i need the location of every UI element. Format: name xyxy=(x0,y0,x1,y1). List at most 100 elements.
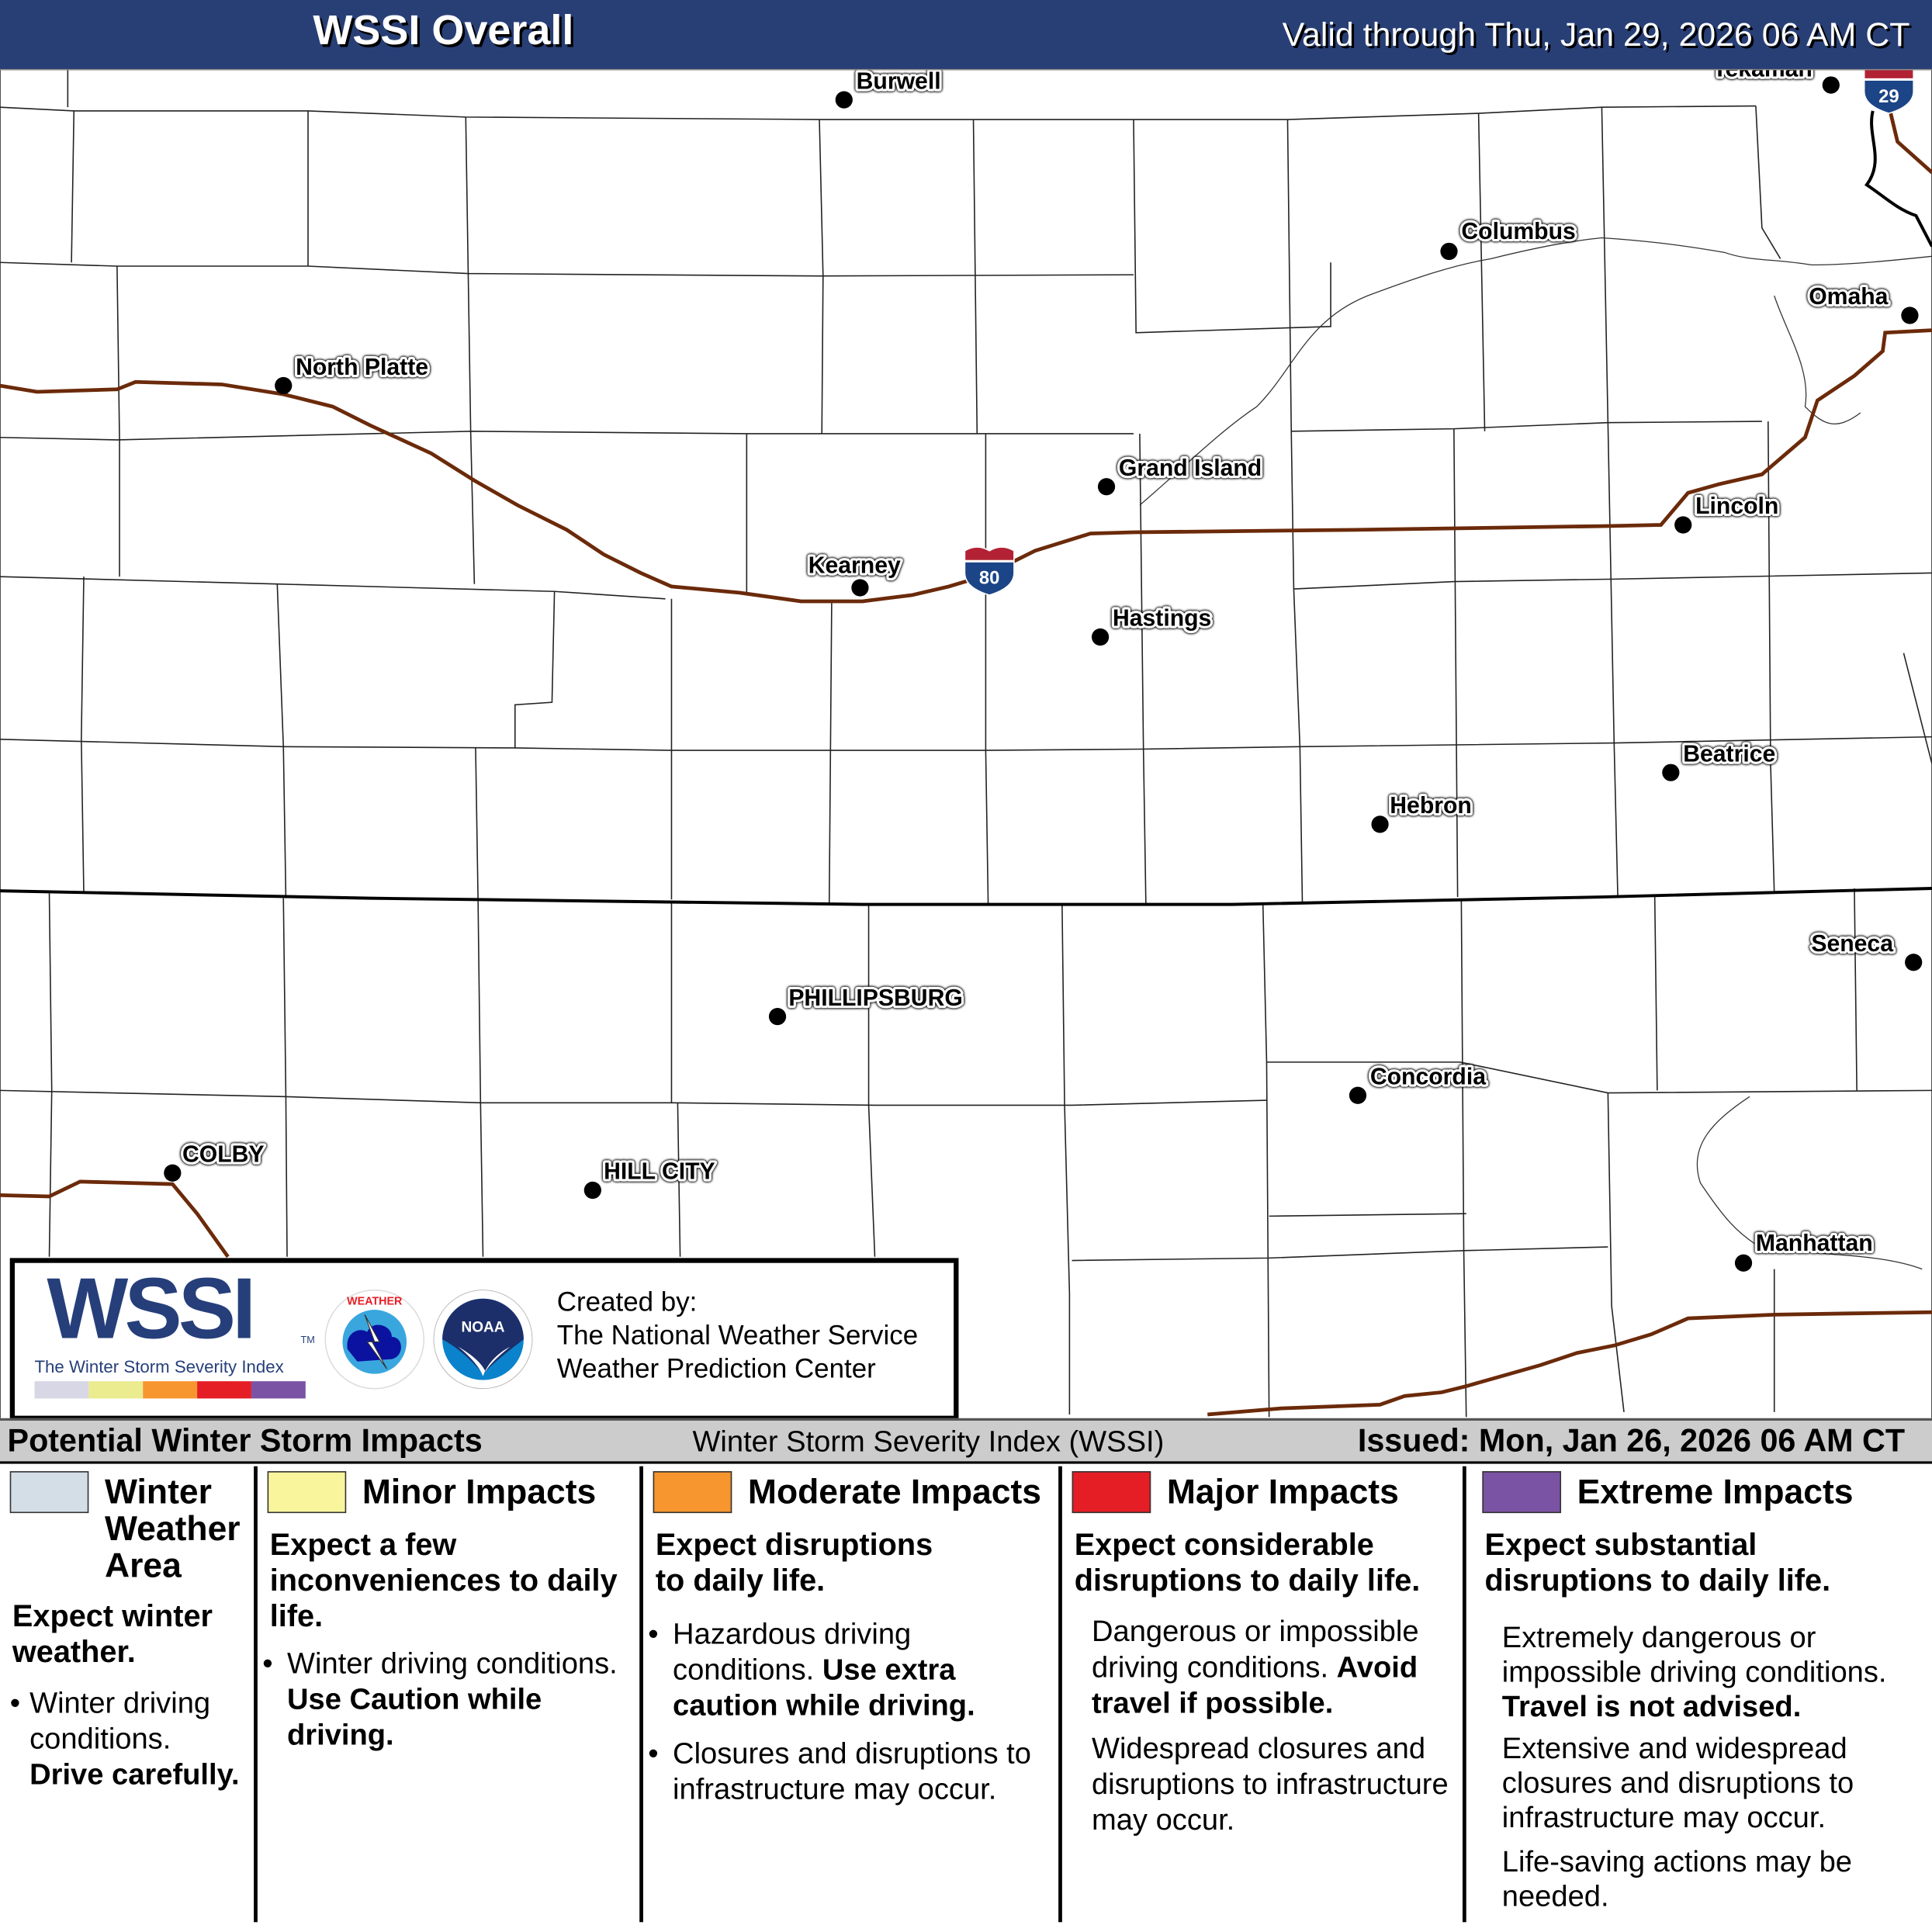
interstate-29-shield-icon: 29 xyxy=(1863,70,1914,114)
city-dot-icon xyxy=(835,91,853,109)
county-line xyxy=(1269,1213,1466,1217)
map: 80 29 Burwell Tekamah Columbus Omaha North Pl… xyxy=(0,70,1932,1420)
category-title: Winter Weather Area xyxy=(104,1472,241,1585)
column-divider xyxy=(639,1466,643,1923)
bullet-text: Hazardous driving conditions. xyxy=(673,1618,912,1687)
wssi-tagline: The Winter Storm Severity Index xyxy=(34,1356,284,1376)
city-hill-city: HILL CITY xyxy=(583,1157,718,1200)
city-label: PHILLIPSBURG xyxy=(788,985,963,1011)
legend-minor-impacts: Minor Impacts Expect a few inconvenience… xyxy=(262,1466,637,1925)
credits-text: Created by: The National Weather Service… xyxy=(557,1285,918,1385)
city-label: Grand Island xyxy=(1119,455,1262,481)
org-wpc: Weather Prediction Center xyxy=(556,1352,876,1384)
county-line xyxy=(0,576,666,600)
county-line xyxy=(677,888,1858,1418)
category-summary: Expect a few inconveniences to daily lif… xyxy=(269,1528,618,1634)
city-manhattan: Manhattan xyxy=(1734,1228,1875,1272)
rivers xyxy=(1139,237,1932,1270)
category-title: Major Impacts xyxy=(1166,1472,1399,1511)
city-burwell: Burwell xyxy=(835,71,943,109)
state-border-ne-ks xyxy=(0,886,1932,906)
interstate-shields: 80 29 xyxy=(964,70,1914,596)
city-label: HILL CITY xyxy=(604,1159,715,1185)
city-omaha: Omaha xyxy=(1806,282,1919,324)
svg-text:NOAA: NOAA xyxy=(461,1320,504,1336)
column-divider xyxy=(254,1466,258,1923)
city-tekamah: Tekamah xyxy=(1710,71,1840,94)
county-line xyxy=(475,421,1932,902)
issued-time: Issued: Mon, Jan 26, 2026 06 AM CT xyxy=(1357,1421,1906,1459)
city-lincoln: Lincoln xyxy=(1674,491,1781,534)
detail-emphasis: Travel is not advised. xyxy=(1501,1690,1802,1724)
bullet-text: Winter driving conditions. xyxy=(287,1647,618,1681)
interstate-80-shield-icon: 80 xyxy=(964,546,1015,596)
swatch-winter-weather xyxy=(9,1471,89,1514)
city-label: Burwell xyxy=(857,71,941,95)
detail-text: Extremely dangerous or impossible drivin… xyxy=(1501,1621,1887,1690)
county-line xyxy=(1286,106,1781,905)
legend-moderate-impacts: Moderate Impacts Expect disruptions to d… xyxy=(648,1466,1054,1925)
city-seneca: Seneca xyxy=(1809,929,1923,971)
detail-text: Life-saving actions may be needed. xyxy=(1501,1845,1853,1914)
city-dot-icon xyxy=(1905,954,1923,971)
county-line xyxy=(116,265,1459,905)
county-line xyxy=(1293,572,1932,590)
svg-text:WEATHER: WEATHER xyxy=(347,1296,403,1308)
legend-header: Potential Winter Storm Impacts Winter St… xyxy=(0,1418,1932,1464)
swatch-major xyxy=(1072,1471,1151,1514)
bullet-emphasis: Drive carefully. xyxy=(29,1758,240,1792)
city-hebron: Hebron xyxy=(1371,791,1474,833)
city-hastings: Hastings xyxy=(1091,604,1214,646)
city-colby: COLBY xyxy=(164,1139,267,1182)
column-divider xyxy=(1058,1466,1062,1923)
city-columbus: Columbus xyxy=(1440,216,1578,261)
state-border-east xyxy=(1864,110,1932,248)
county-line xyxy=(1291,421,1762,432)
highway-south xyxy=(1207,1310,1932,1417)
bullet-text: Winter driving conditions. xyxy=(29,1686,211,1756)
detail-emphasis: Avoid travel if possible. xyxy=(1091,1650,1418,1720)
county-line xyxy=(0,1089,1267,1106)
city-grand-island: Grand Island xyxy=(1097,453,1264,496)
city-dot-icon xyxy=(1349,1086,1367,1104)
city-label: North Platte xyxy=(296,355,428,380)
city-label: Kearney xyxy=(808,552,901,578)
category-bullets: • Winter driving conditions. Use Caution … xyxy=(262,1647,618,1753)
county-line xyxy=(0,431,1134,441)
bullet-text: Closures and disruptions to infrastructu… xyxy=(673,1737,1031,1807)
category-details: Dangerous or impossible driving conditio… xyxy=(1092,1614,1461,1838)
map-title: WSSI Overall xyxy=(313,7,574,54)
city-label: Columbus xyxy=(1461,219,1575,244)
category-bullets: • Hazardous driving conditions. Use extra… xyxy=(648,1618,1031,1807)
city-dot-icon xyxy=(1734,1254,1753,1272)
category-title: Minor Impacts xyxy=(362,1472,597,1511)
city-label: Lincoln xyxy=(1695,493,1778,519)
category-summary: Expect considerable disruptions to daily… xyxy=(1074,1528,1421,1598)
city-concordia: Concordia xyxy=(1349,1061,1488,1104)
category-summary: Expect disruptions to daily life. xyxy=(655,1528,933,1598)
city-dot-icon xyxy=(164,1164,182,1182)
noaa-logo-icon: NOAA xyxy=(433,1290,533,1390)
city-dot-icon xyxy=(1901,306,1919,324)
city-label: Beatrice xyxy=(1683,741,1775,767)
interstate-80 xyxy=(0,328,1932,604)
interstate-70 xyxy=(0,1179,230,1259)
county-line xyxy=(81,576,833,904)
created-by-label: Created by: xyxy=(556,1286,698,1317)
city-label: Hastings xyxy=(1113,606,1211,632)
city-dot-icon xyxy=(1674,516,1692,534)
category-summary: Expect winter weather. xyxy=(12,1599,213,1670)
city-label: Seneca xyxy=(1811,931,1893,957)
category-title: Moderate Impacts xyxy=(747,1472,1041,1511)
city-label: Manhattan xyxy=(1756,1231,1873,1256)
county-line xyxy=(0,70,1932,1420)
shield-number: 80 xyxy=(979,568,1000,589)
city-label: Hebron xyxy=(1390,793,1472,819)
bullet-emphasis: Use Caution while driving. xyxy=(287,1683,542,1753)
cities: Burwell Tekamah Columbus Omaha North Platte G… xyxy=(164,71,1923,1272)
city-dot-icon xyxy=(275,376,293,395)
city-dot-icon xyxy=(851,579,869,597)
county-line xyxy=(48,893,1071,1415)
city-label: Omaha xyxy=(1809,284,1888,310)
category-bullets: • Winter driving conditions. Drive careful… xyxy=(9,1686,240,1792)
